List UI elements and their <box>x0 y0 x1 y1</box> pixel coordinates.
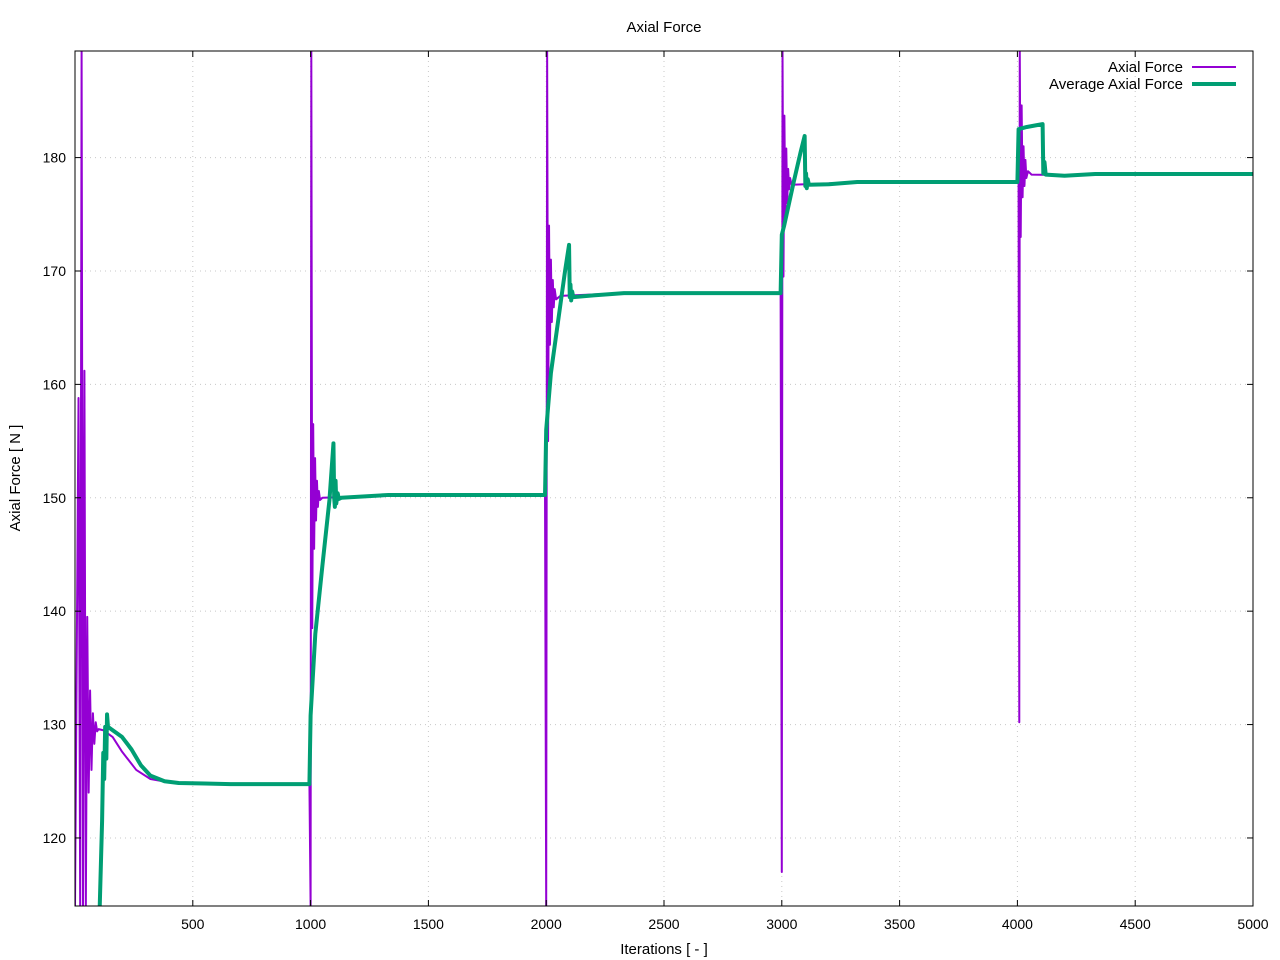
y-tick-label: 120 <box>43 830 67 846</box>
chart-title: Axial Force <box>626 19 701 36</box>
x-tick-label: 4000 <box>1002 916 1033 932</box>
x-tick-label: 4500 <box>1120 916 1151 932</box>
x-tick-label: 3000 <box>766 916 797 932</box>
x-tick-label: 3500 <box>884 916 915 932</box>
axis-ticks: 500 1000 1500 2000 2500 3000 3500 4000 4500 5000 1… <box>43 51 1269 932</box>
x-tick-label: 5000 <box>1237 916 1268 932</box>
y-tick-label: 130 <box>43 717 67 733</box>
series-layer <box>75 51 1253 906</box>
x-tick-label: 1500 <box>413 916 444 932</box>
y-tick-label: 160 <box>43 376 67 392</box>
y-tick-label: 140 <box>43 603 67 619</box>
x-tick-label: 1000 <box>295 916 326 932</box>
x-tick-label: 2500 <box>648 916 679 932</box>
y-tick-label: 180 <box>43 150 67 166</box>
x-tick-label: 500 <box>181 916 205 932</box>
y-tick-label: 170 <box>43 263 67 279</box>
y-axis-title: Axial Force [ N ] <box>7 425 24 532</box>
legend-label: Axial Force <box>1108 59 1183 76</box>
y-tick-label: 150 <box>43 490 67 506</box>
legend-label: Average Axial Force <box>1049 76 1183 93</box>
series-line-axial-force <box>75 51 1253 906</box>
x-tick-label: 2000 <box>531 916 562 932</box>
x-axis-title: Iterations [ - ] <box>620 941 708 958</box>
series-line-average-axial-force <box>97 122 1253 906</box>
